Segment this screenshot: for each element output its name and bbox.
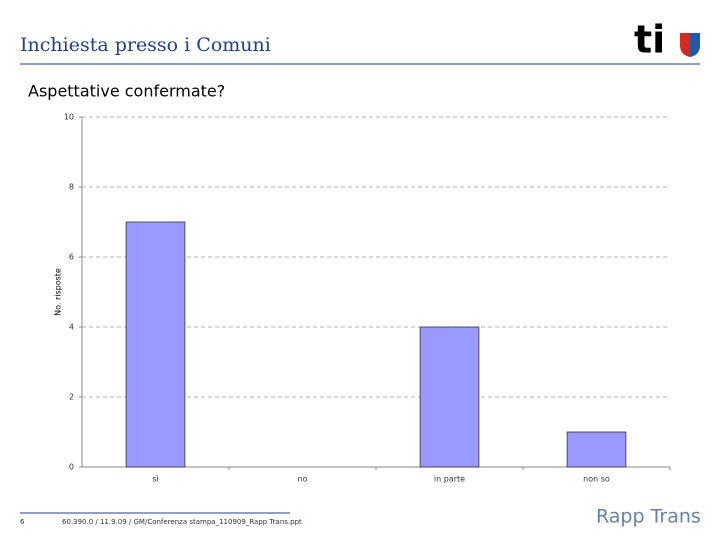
ti-logo: ti [634, 18, 665, 62]
bar [566, 431, 627, 468]
x-tick-label: non so [583, 475, 610, 484]
y-tick-label: 2 [69, 393, 74, 402]
bar [419, 326, 480, 468]
y-axis-label: No. risposte [54, 268, 63, 316]
page-number: 6 [20, 518, 25, 526]
bar [125, 221, 186, 468]
company-logo: Rapp Trans [596, 506, 701, 528]
y-tick-label: 6 [69, 253, 74, 262]
y-tick-label: 8 [69, 183, 74, 192]
y-tick-label: 10 [64, 113, 74, 122]
x-tick-label: no [298, 475, 308, 484]
x-tick-label: in parte [434, 475, 465, 484]
y-tick-label: 0 [69, 463, 74, 472]
x-tick-label: sì [152, 475, 158, 484]
shield-blue [690, 33, 700, 57]
chart-title: Aspettative confermate? [28, 82, 225, 101]
footer-reference: 60.390.0 / 11.9.09 / GM/Conferenza stamp… [62, 518, 302, 526]
slide-title: Inchiesta presso i Comuni [20, 34, 271, 56]
y-tick-label: 4 [69, 323, 74, 332]
